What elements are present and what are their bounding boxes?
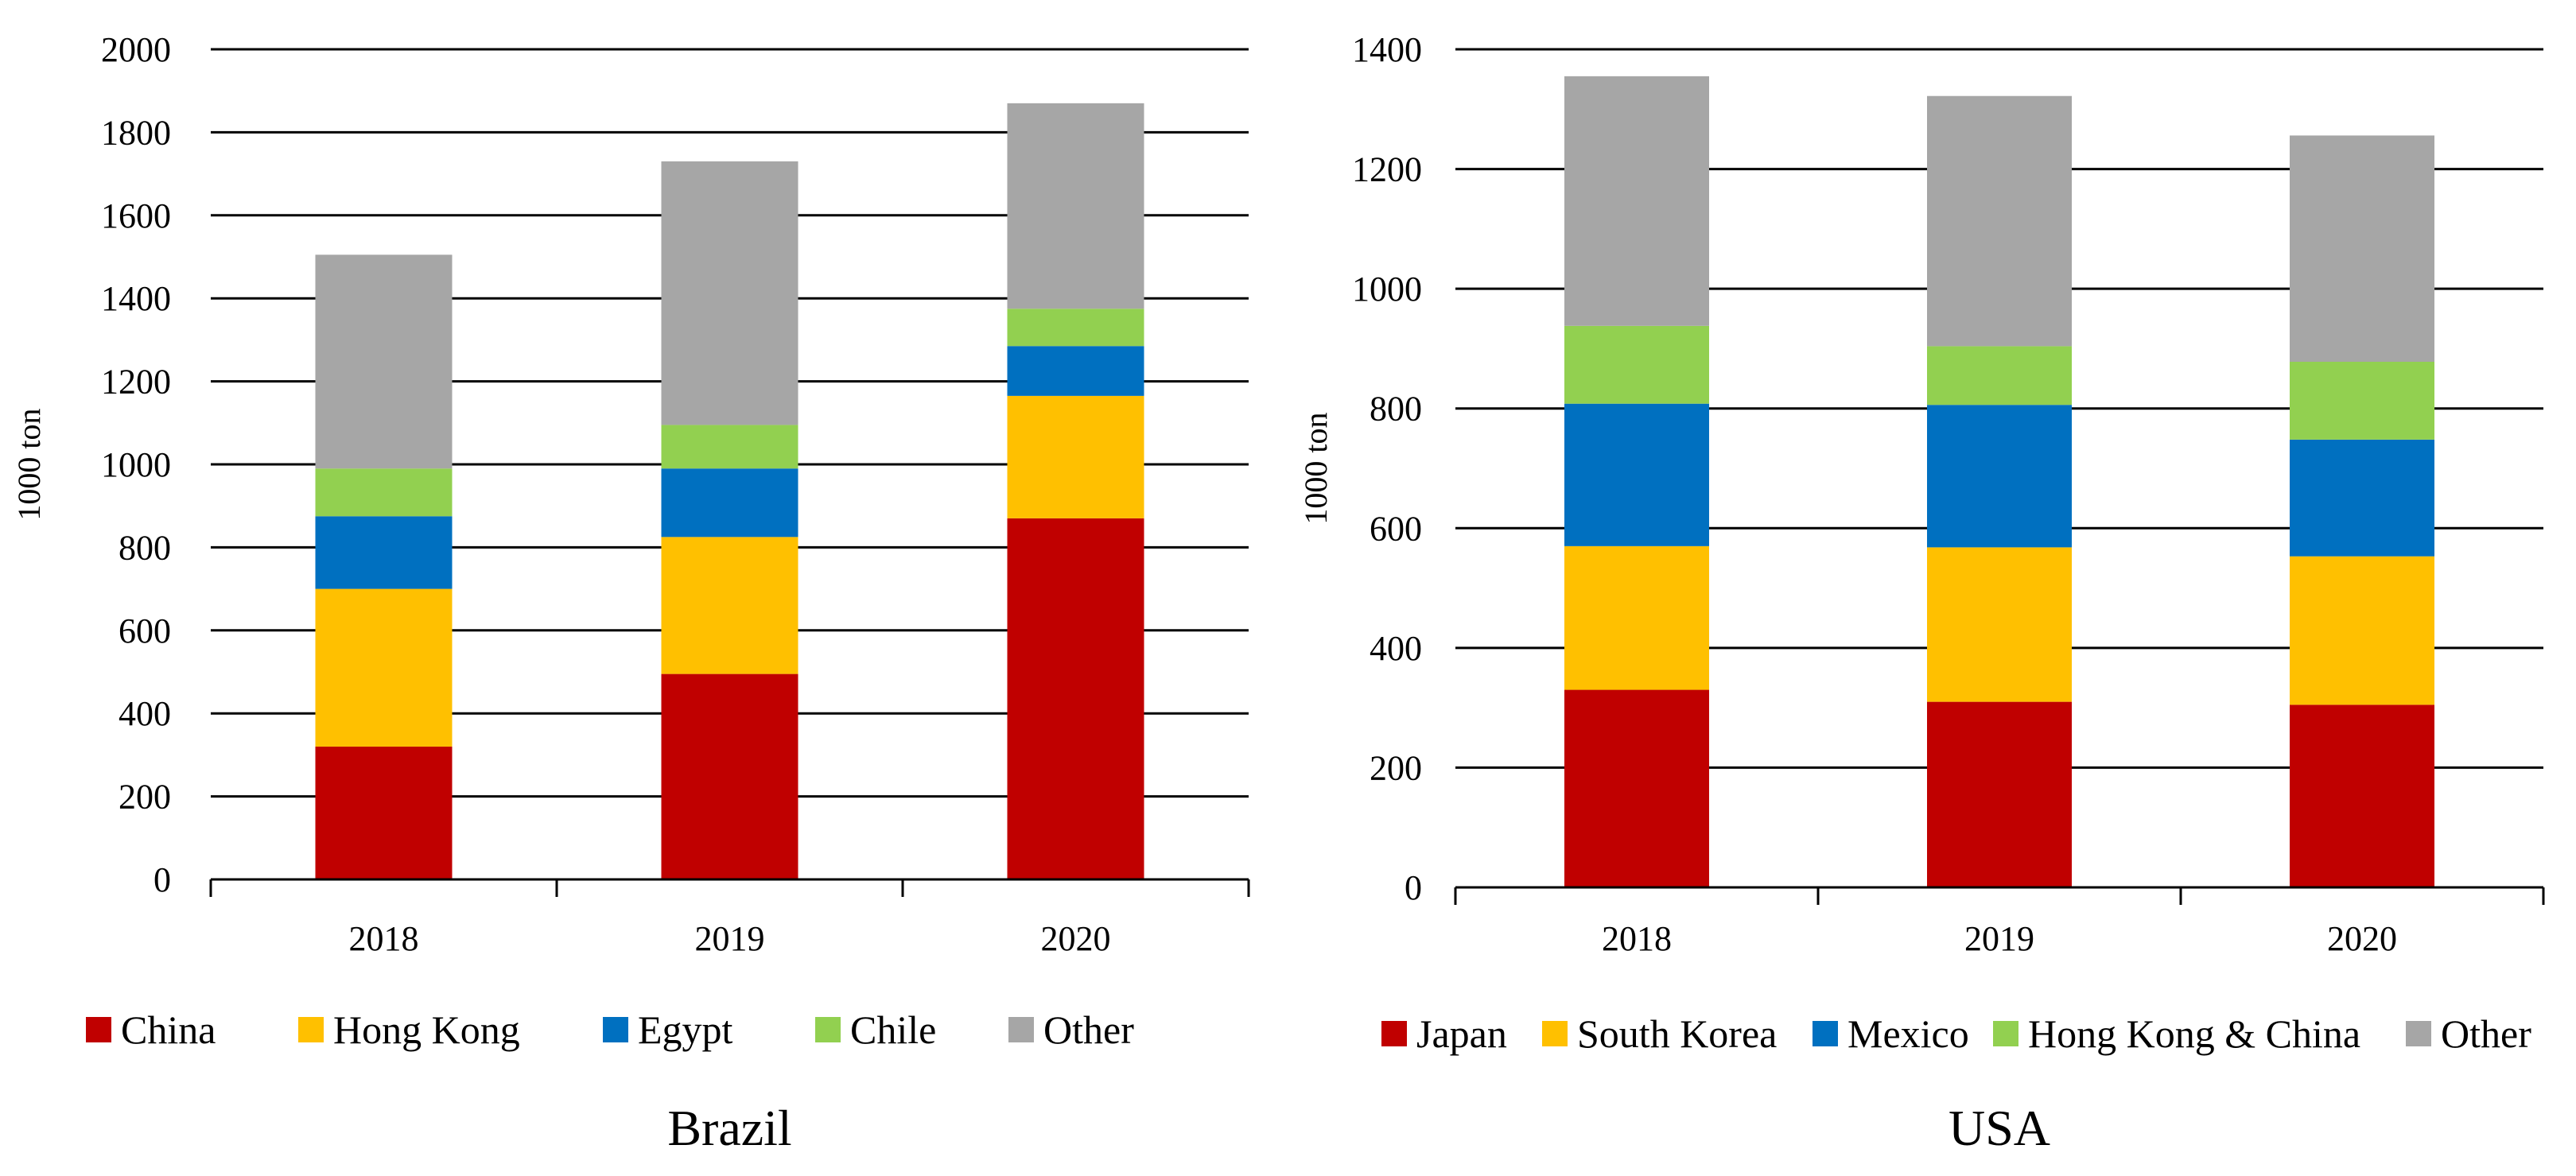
bar-segment-other-2020 — [1007, 103, 1144, 309]
legend-swatch — [86, 1017, 111, 1042]
bar-segment-chile-2019 — [661, 425, 798, 469]
y-tick-label: 800 — [119, 528, 171, 567]
legend-label: Other — [2441, 1011, 2531, 1056]
x-tick-label: 2019 — [695, 919, 765, 958]
bar-segment-south-korea-2018 — [1564, 545, 1709, 690]
bar-segment-egypt-2018 — [315, 516, 453, 589]
y-tick-label: 1400 — [101, 279, 171, 318]
bar-segment-mexico-2019 — [1927, 405, 2072, 548]
bar-segment-other-2019 — [1927, 95, 2072, 347]
y-tick-label: 400 — [119, 694, 171, 733]
bar-segment-hong-kong-china-2019 — [1927, 346, 2072, 406]
legend-label: Mexico — [1847, 1011, 1969, 1056]
legend-label: Hong Kong & China — [2028, 1011, 2360, 1056]
bar-segment-chile-2018 — [315, 468, 453, 517]
x-tick-label: 2020 — [2327, 919, 2397, 958]
x-tick-label: 2018 — [349, 919, 419, 958]
legend-swatch — [1381, 1021, 1407, 1046]
bar-segment-south-korea-2019 — [1927, 547, 2072, 702]
y-tick-label: 800 — [1370, 390, 1422, 429]
y-tick-label: 1800 — [101, 113, 171, 152]
legend-label: Chile — [850, 1007, 936, 1052]
bar-segment-hong-kong-2018 — [315, 588, 453, 747]
y-tick-label: 0 — [1405, 868, 1422, 907]
y-tick-label: 200 — [1370, 748, 1422, 787]
legend-label: Hong Kong — [333, 1007, 520, 1052]
bar-segment-hong-kong-china-2018 — [1564, 325, 1709, 404]
legend-label: South Korea — [1577, 1011, 1777, 1056]
legend-label: Japan — [1416, 1011, 1507, 1056]
legend-swatch — [1008, 1017, 1034, 1042]
y-tick-label: 200 — [119, 778, 171, 817]
chart-usa: 0 200 400 600 800 1000 1200 1400 2018 2019 2020 100… — [1298, 30, 2545, 1156]
y-tick-label: 600 — [119, 611, 171, 650]
y-tick-label: 1000 — [1352, 270, 1422, 309]
y-axis-label: 1000 ton — [11, 408, 47, 520]
bar-segment-egypt-2020 — [1007, 346, 1144, 396]
legend-swatch — [1993, 1021, 2018, 1046]
bar-segment-egypt-2019 — [661, 468, 798, 538]
bar-segment-china-2018 — [315, 746, 453, 879]
bar-segment-mexico-2020 — [2290, 439, 2434, 557]
legend-swatch — [603, 1017, 628, 1042]
y-axis-label: 1000 ton — [1298, 412, 1334, 524]
y-tick-label: 1000 — [101, 445, 171, 484]
legend-label: China — [121, 1007, 216, 1052]
y-tick-label: 600 — [1370, 509, 1422, 548]
legend-swatch — [815, 1017, 841, 1042]
y-tick-label: 0 — [153, 860, 171, 899]
bar-segment-mexico-2018 — [1564, 403, 1709, 546]
legend-swatch — [1542, 1021, 1568, 1046]
chart-title: USA — [1949, 1100, 2050, 1156]
legend-swatch — [2406, 1021, 2431, 1046]
bar-segment-other-2019 — [661, 161, 798, 425]
y-tick-label: 1200 — [1352, 150, 1422, 189]
bar-segment-hong-kong-2019 — [661, 537, 798, 674]
bar-segment-china-2020 — [1007, 518, 1144, 879]
x-tick-label: 2018 — [1602, 919, 1672, 958]
bar-segment-japan-2018 — [1564, 689, 1709, 887]
y-tick-label: 1200 — [101, 363, 171, 402]
bar-segment-japan-2020 — [2290, 704, 2434, 887]
bar-segment-other-2018 — [1564, 76, 1709, 326]
x-tick-label: 2020 — [1041, 919, 1111, 958]
bar-segment-japan-2019 — [1927, 701, 2072, 887]
y-tick-label: 400 — [1370, 629, 1422, 668]
chart-title: Brazil — [667, 1100, 791, 1156]
bar-segment-south-korea-2020 — [2290, 556, 2434, 705]
bar-segment-hong-kong-china-2020 — [2290, 361, 2434, 440]
bar-segment-chile-2020 — [1007, 309, 1144, 347]
y-tick-label: 1600 — [101, 196, 171, 235]
bar-segment-other-2018 — [315, 254, 453, 469]
chart-brazil: 0 200 400 600 800 1000 1200 1400 1600 1800 2000 201… — [11, 30, 1250, 1156]
y-tick-label: 2000 — [101, 30, 171, 69]
legend-swatch — [298, 1017, 324, 1042]
legend-label: Other — [1043, 1007, 1134, 1052]
bar-segment-china-2019 — [661, 673, 798, 879]
bar-segment-other-2020 — [2290, 135, 2434, 362]
legend-label: Egypt — [638, 1007, 733, 1052]
y-tick-label: 1400 — [1352, 30, 1422, 69]
x-tick-label: 2019 — [1964, 919, 2034, 958]
legend-swatch — [1813, 1021, 1838, 1046]
bar-segment-hong-kong-2020 — [1007, 395, 1144, 518]
